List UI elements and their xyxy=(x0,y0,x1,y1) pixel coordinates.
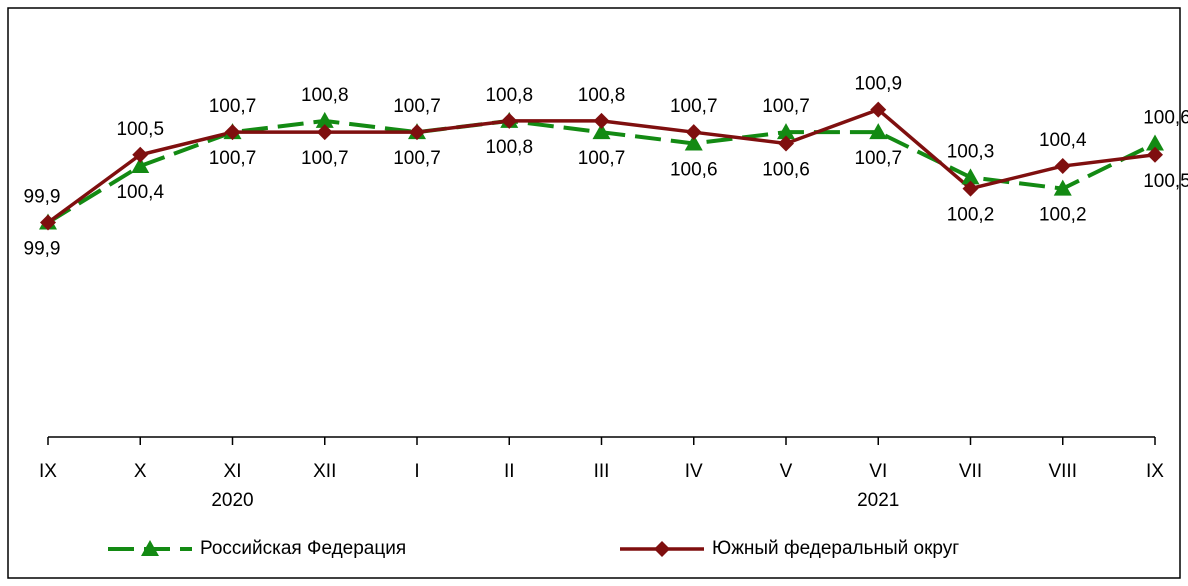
data-label: 100,7 xyxy=(393,148,441,169)
data-label: 100,8 xyxy=(301,85,349,106)
data-label: 100,8 xyxy=(485,137,533,158)
x-tick-label: VII xyxy=(959,461,982,482)
x-tick-label: II xyxy=(504,461,515,482)
data-label: 100,7 xyxy=(301,148,349,169)
x-tick-label: I xyxy=(414,461,419,482)
data-point xyxy=(131,157,150,174)
data-label: 100,8 xyxy=(578,85,626,106)
marker xyxy=(654,541,670,557)
legend-label: Российская Федерация xyxy=(200,538,406,559)
x-tick-label: X xyxy=(134,461,147,482)
data-point xyxy=(315,111,334,128)
x-tick-label: XII xyxy=(313,461,336,482)
data-point xyxy=(1054,158,1071,175)
data-label: 100,7 xyxy=(578,148,626,169)
data-label: 100,2 xyxy=(947,205,995,226)
data-point xyxy=(869,123,888,140)
data-label: 100,7 xyxy=(854,148,902,169)
chart-border xyxy=(7,7,1181,579)
x-tick-label: IV xyxy=(685,461,703,482)
data-point xyxy=(409,124,425,141)
data-point xyxy=(1053,179,1072,196)
data-label: 100,4 xyxy=(1039,130,1087,151)
data-point xyxy=(40,214,56,231)
data-point xyxy=(962,180,979,197)
data-point xyxy=(316,124,333,141)
year-label: 2020 xyxy=(211,490,253,511)
data-label: 100,9 xyxy=(854,74,902,95)
data-point xyxy=(501,112,518,129)
x-tick-label: V xyxy=(780,461,793,482)
x-tick-label: III xyxy=(594,461,610,482)
legend-label: Южный федеральный округ xyxy=(712,538,959,559)
data-point xyxy=(593,112,610,129)
data-label: 100,5 xyxy=(116,119,164,140)
x-tick-label: VI xyxy=(869,461,887,482)
data-point xyxy=(778,135,794,152)
data-label: 99,9 xyxy=(24,187,61,208)
x-tick-label: XI xyxy=(224,461,242,482)
data-label: 100,6 xyxy=(670,159,718,180)
data-label: 100,3 xyxy=(947,141,995,162)
marker xyxy=(141,540,159,556)
data-label: 100,7 xyxy=(209,96,257,117)
data-point xyxy=(592,123,611,140)
data-label: 99,9 xyxy=(24,239,61,260)
data-label: 100,8 xyxy=(485,85,533,106)
data-point xyxy=(685,124,702,141)
data-point xyxy=(1146,134,1164,151)
data-label: 100,4 xyxy=(116,182,164,203)
data-label: 100,5 xyxy=(1143,171,1188,192)
year-label: 2021 xyxy=(857,490,899,511)
data-label: 100,2 xyxy=(1039,205,1087,226)
data-point xyxy=(870,101,887,118)
data-point xyxy=(777,123,795,140)
data-label: 100,7 xyxy=(670,96,718,117)
data-label: 100,7 xyxy=(209,148,257,169)
data-point xyxy=(224,124,241,141)
data-point xyxy=(684,134,703,151)
x-tick-label: VIII xyxy=(1048,461,1077,482)
x-tick-label: IX xyxy=(1146,461,1164,482)
data-label: 100,6 xyxy=(762,159,810,180)
data-point xyxy=(961,168,980,185)
data-label: 100,6 xyxy=(1143,107,1188,128)
data-label: 100,7 xyxy=(393,96,441,117)
data-point xyxy=(132,146,149,163)
x-tick-label: IX xyxy=(39,461,57,482)
data-point xyxy=(1147,146,1163,163)
data-label: 100,7 xyxy=(762,96,810,117)
